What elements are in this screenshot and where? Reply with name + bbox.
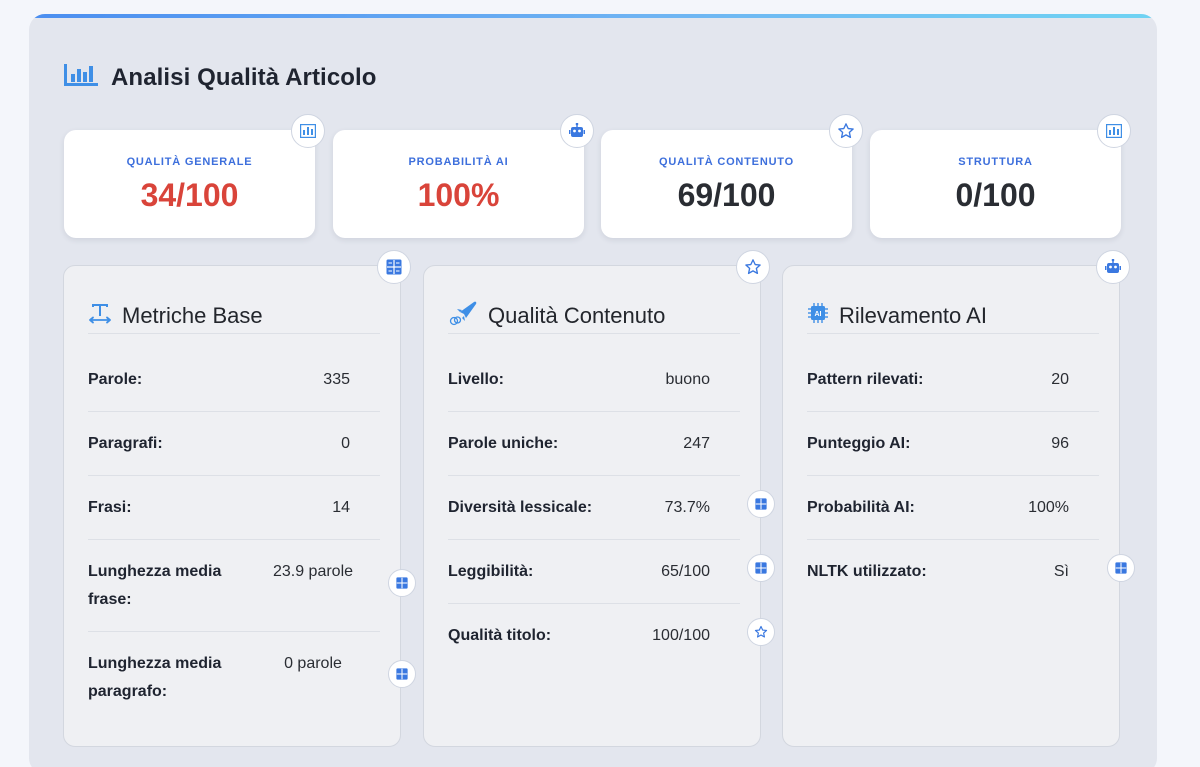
stat-card-overall-quality: QUALITÀ GENERALE 34/100 — [64, 130, 315, 238]
metric-value: 0 — [341, 435, 350, 452]
ai-label: Probabilità AI: — [807, 499, 915, 516]
stat-value: 100% — [417, 177, 500, 213]
table-icon — [377, 250, 411, 284]
stat-label: STRUTTURA — [958, 156, 1033, 168]
ai-chip-label: AI — [815, 311, 822, 318]
ai-row-nltk: NLTK utilizzato: Sì — [807, 540, 1099, 604]
ai-label: Punteggio AI: — [807, 435, 911, 452]
metric-value: 0 parole — [284, 655, 342, 672]
content-row-lexical-diversity: Diversità lessicale: 73.7% — [448, 476, 740, 540]
ai-card-header: AI Rilevamento AI — [807, 298, 1099, 334]
stat-value: 69/100 — [677, 177, 776, 213]
metric-label: Lunghezza media frase: — [88, 563, 222, 608]
robot-icon — [1096, 250, 1130, 284]
content-value: 73.7% — [664, 499, 710, 516]
ai-value: 100% — [1028, 499, 1069, 516]
metric-label: Parole: — [88, 371, 143, 388]
content-row-unique-words: Parole uniche: 247 — [448, 412, 740, 476]
metric-value: 335 — [323, 371, 350, 388]
stat-label: QUALITÀ CONTENUTO — [658, 156, 794, 168]
robot-icon — [560, 114, 594, 148]
content-row-readability: Leggibilità: 65/100 — [448, 540, 740, 604]
panel-header: Analisi Qualità Articolo — [63, 62, 377, 93]
metric-row-paragraphs: Paragrafi: 0 — [88, 412, 380, 476]
ai-card-title: Rilevamento AI — [839, 302, 987, 328]
table-icon — [747, 554, 775, 582]
stat-card-structure: STRUTTURA 0/100 — [870, 130, 1121, 238]
stat-card-content-quality: QUALITÀ CONTENUTO 69/100 — [601, 130, 852, 238]
content-card-title: Qualità Contenuto — [488, 302, 666, 328]
metrics-card: Metriche Base Parole: 335 Paragrafi: 0 F… — [63, 265, 401, 747]
star-icon — [747, 618, 775, 646]
star-icon — [829, 114, 863, 148]
metric-value: 14 — [332, 499, 350, 516]
stat-card-ai-probability: PROBABILITÀ AI 100% — [333, 130, 584, 238]
panel-title: Analisi Qualità Articolo — [111, 63, 377, 91]
ai-label: NLTK utilizzato: — [807, 563, 927, 580]
table-icon — [388, 569, 416, 597]
metrics-card-header: Metriche Base — [88, 298, 380, 334]
ai-value: 96 — [1051, 435, 1069, 452]
plane-icon — [448, 300, 478, 331]
content-label: Leggibilità: — [448, 563, 534, 580]
metric-value: 23.9 parole — [272, 563, 354, 580]
ai-value: Sì — [1053, 563, 1069, 580]
ai-row-score: Punteggio AI: 96 — [807, 412, 1099, 476]
stat-label: QUALITÀ GENERALE — [126, 156, 253, 168]
panel-accent-bar — [29, 14, 1157, 18]
metric-label: Frasi: — [88, 499, 132, 516]
bar-chart-icon — [63, 62, 99, 93]
ai-detection-card: AI Rilevamento AI Pattern rilevati: 20 P… — [782, 265, 1120, 747]
content-value: 65/100 — [661, 563, 710, 580]
content-value: 247 — [683, 435, 710, 452]
stat-label: PROBABILITÀ AI — [408, 156, 509, 168]
stat-value: 34/100 — [140, 177, 239, 213]
chart-icon — [291, 114, 325, 148]
metric-row-words: Parole: 335 — [88, 348, 380, 412]
content-card-header: Qualità Contenuto — [448, 298, 740, 334]
content-row-title-quality: Qualità titolo: 100/100 — [448, 604, 740, 668]
metric-row-avg-sentence-length: Lunghezza media frase: 23.9 parole — [88, 540, 380, 632]
ai-label: Pattern rilevati: — [807, 371, 924, 388]
metric-row-avg-paragraph-length: Lunghezza media paragrafo: 0 parole — [88, 632, 380, 724]
content-label: Livello: — [448, 371, 505, 388]
content-row-level: Livello: buono — [448, 348, 740, 412]
content-value: buono — [665, 371, 711, 388]
content-label: Qualità titolo: — [448, 627, 552, 644]
ai-row-probability: Probabilità AI: 100% — [807, 476, 1099, 540]
stat-value: 0/100 — [955, 177, 1036, 213]
metric-label: Lunghezza media paragrafo: — [88, 655, 222, 700]
content-quality-card: Qualità Contenuto Livello: buono Parole … — [423, 265, 761, 747]
metric-label: Paragrafi: — [88, 435, 163, 452]
content-label: Parole uniche: — [448, 435, 559, 452]
ai-row-patterns: Pattern rilevati: 20 — [807, 348, 1099, 412]
text-height-icon — [88, 301, 112, 330]
chart-icon — [1097, 114, 1131, 148]
analysis-panel: Analisi Qualità Articolo QUALITÀ GENERAL… — [29, 14, 1157, 767]
content-label: Diversità lessicale: — [448, 499, 593, 516]
ai-chip-icon: AI — [807, 302, 829, 329]
table-icon — [747, 490, 775, 518]
table-icon — [388, 660, 416, 688]
metric-row-sentences: Frasi: 14 — [88, 476, 380, 540]
metrics-card-title: Metriche Base — [122, 302, 263, 328]
table-icon — [1107, 554, 1135, 582]
star-icon — [736, 250, 770, 284]
content-value: 100/100 — [652, 627, 710, 644]
ai-value: 20 — [1051, 371, 1069, 388]
